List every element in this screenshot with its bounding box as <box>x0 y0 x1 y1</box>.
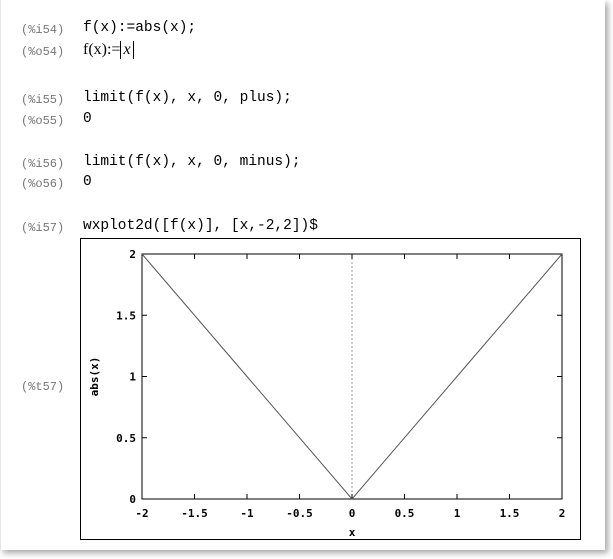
abs-expression: x <box>120 41 134 59</box>
input-cell[interactable]: f(x):=abs(x); <box>83 20 197 36</box>
input-label: (%i54) <box>21 23 65 37</box>
x-tick-label: 0.5 <box>395 507 415 520</box>
x-axis-label: x <box>349 526 356 539</box>
output-cell: f(x):= x <box>83 41 134 59</box>
x-tick-label: -0.5 <box>286 507 313 520</box>
y-tick-label: 2 <box>129 248 136 261</box>
output-prefix: f(x):= <box>83 41 121 58</box>
y-axis-label: abs(x) <box>88 357 101 397</box>
input-cell[interactable]: limit(f(x), x, 0, minus); <box>83 154 301 170</box>
input-label: (%i57) <box>21 221 65 235</box>
worksheet: (%i54) f(x):=abs(x); (%o54) f(x):= x (%i5… <box>0 0 581 550</box>
input-cell[interactable]: wxplot2d([f(x)], [x,-2,2])$ <box>83 218 318 234</box>
x-tick-label: -2 <box>135 507 148 520</box>
plot-label: (%t57) <box>21 380 65 394</box>
y-tick-label: 0.5 <box>116 432 136 445</box>
output-label: (%o54) <box>21 45 65 59</box>
y-tick-label: 1 <box>129 371 136 384</box>
input-cell[interactable]: limit(f(x), x, 0, plus); <box>83 90 292 106</box>
output-cell: 0 <box>83 111 92 127</box>
x-tick-label: 0 <box>349 507 356 520</box>
input-label: (%i55) <box>21 93 65 107</box>
plot-output: -2 -1.5 -1 -0.5 0 0.5 1 1.5 2 0 0.5 1 1.5 2 x abs(x) <box>80 238 581 540</box>
x-tick-label: 2 <box>559 507 566 520</box>
x-tick-label: 1 <box>454 507 461 520</box>
x-tick-label: 1.5 <box>500 507 520 520</box>
y-tick-label: 0 <box>129 493 136 506</box>
x-tick-label: -1 <box>240 507 254 520</box>
output-label: (%o55) <box>21 114 65 128</box>
y-tick-label: 1.5 <box>116 309 136 322</box>
series-line <box>141 253 563 500</box>
plot-chart: -2 -1.5 -1 -0.5 0 0.5 1 1.5 2 0 0.5 1 1.5 2 x abs(x) <box>88 248 566 539</box>
output-label: (%o56) <box>21 177 65 191</box>
output-cell: 0 <box>83 174 92 190</box>
input-label: (%i56) <box>21 157 65 171</box>
x-tick-label: -1.5 <box>181 507 208 520</box>
